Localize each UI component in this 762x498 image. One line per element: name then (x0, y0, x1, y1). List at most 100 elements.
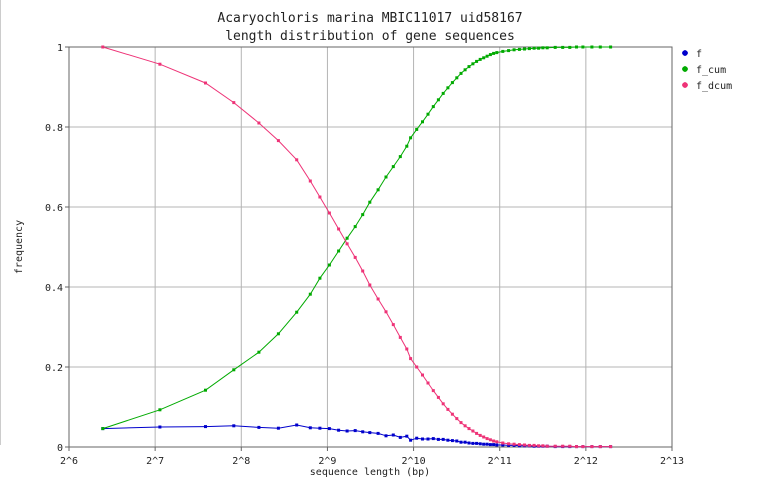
data-point (568, 444, 572, 448)
data-point (471, 62, 475, 66)
data-point (523, 47, 526, 51)
data-point (384, 175, 388, 179)
data-point (158, 425, 162, 429)
data-point (455, 76, 459, 80)
data-point (561, 45, 565, 49)
data-point (405, 347, 409, 351)
x-tick-label: 2^6 (60, 456, 78, 467)
data-point (436, 98, 440, 102)
data-point (257, 350, 261, 354)
data-point (391, 323, 395, 327)
data-point (204, 388, 207, 392)
data-point (501, 49, 505, 53)
legend-label: f_dcum (696, 81, 732, 92)
data-point (276, 139, 280, 143)
data-point (391, 165, 395, 169)
data-point (450, 412, 454, 416)
data-point (523, 443, 526, 447)
data-point (409, 357, 413, 361)
legend-item: f (682, 49, 702, 60)
data-point (436, 437, 440, 441)
data-point (598, 45, 602, 49)
data-point (541, 46, 545, 50)
data-point (459, 71, 463, 75)
data-point (581, 45, 585, 49)
data-point (492, 443, 496, 447)
data-point (398, 335, 402, 339)
data-point (327, 211, 331, 215)
data-point (276, 426, 280, 430)
data-point (512, 442, 516, 446)
data-point (431, 389, 435, 393)
data-point (537, 444, 541, 448)
data-point (441, 402, 445, 406)
data-point (467, 427, 471, 431)
data-point (441, 437, 445, 441)
data-point (431, 105, 435, 109)
data-point (368, 283, 372, 287)
data-point (482, 56, 486, 60)
data-point (415, 365, 419, 369)
data-point (482, 442, 486, 446)
data-point (361, 269, 365, 273)
y-tick-label: 0.2 (45, 363, 63, 374)
data-point (308, 292, 312, 296)
data-point (467, 65, 471, 69)
data-point (553, 45, 557, 49)
data-point (527, 443, 531, 447)
data-point (482, 435, 486, 439)
data-point (609, 45, 613, 49)
data-point (537, 46, 541, 50)
series-f-dcum (101, 45, 613, 449)
data-point (405, 434, 409, 438)
data-point (471, 441, 475, 445)
series-f-cum (101, 45, 613, 431)
data-point (295, 310, 299, 314)
data-point (501, 443, 505, 447)
data-point (415, 436, 419, 440)
data-point (517, 443, 521, 447)
data-point (478, 433, 482, 437)
data-point (308, 426, 312, 430)
data-point (475, 441, 479, 445)
data-point (426, 112, 430, 116)
data-point (478, 57, 482, 61)
data-point (475, 59, 479, 63)
x-tick-label: 2^8 (232, 456, 250, 467)
data-point (561, 444, 565, 448)
data-point (361, 213, 365, 217)
y-axis-ticks: 0 0.2 0.4 0.6 0.8 1 (45, 43, 69, 454)
data-point (295, 158, 299, 162)
data-point (553, 444, 557, 448)
data-point (232, 101, 236, 105)
y-tick-label: 0.6 (45, 203, 63, 214)
legend-item: f_cum (682, 65, 726, 76)
data-point (345, 429, 349, 433)
data-point (436, 395, 440, 399)
data-point (495, 440, 499, 444)
data-point (463, 68, 467, 72)
data-point (295, 423, 299, 427)
data-point (368, 431, 372, 435)
y-tick-label: 0.8 (45, 123, 63, 134)
data-point (485, 442, 489, 446)
data-point (590, 445, 594, 449)
data-point (459, 440, 463, 444)
data-point (415, 127, 419, 131)
data-point (463, 424, 467, 428)
legend-label: f_cum (696, 65, 726, 76)
data-point (318, 426, 322, 430)
data-point (471, 429, 475, 433)
x-tick-label: 2^9 (318, 456, 336, 467)
legend-item: f_dcum (682, 81, 732, 92)
series-layer (101, 45, 613, 449)
data-point (353, 225, 357, 229)
x-tick-label: 2^7 (146, 456, 164, 467)
data-point (541, 444, 545, 448)
data-point (485, 437, 489, 441)
data-point (384, 310, 388, 314)
data-point (232, 424, 236, 428)
data-point (512, 48, 516, 52)
y-axis-title: frequency (14, 220, 25, 274)
